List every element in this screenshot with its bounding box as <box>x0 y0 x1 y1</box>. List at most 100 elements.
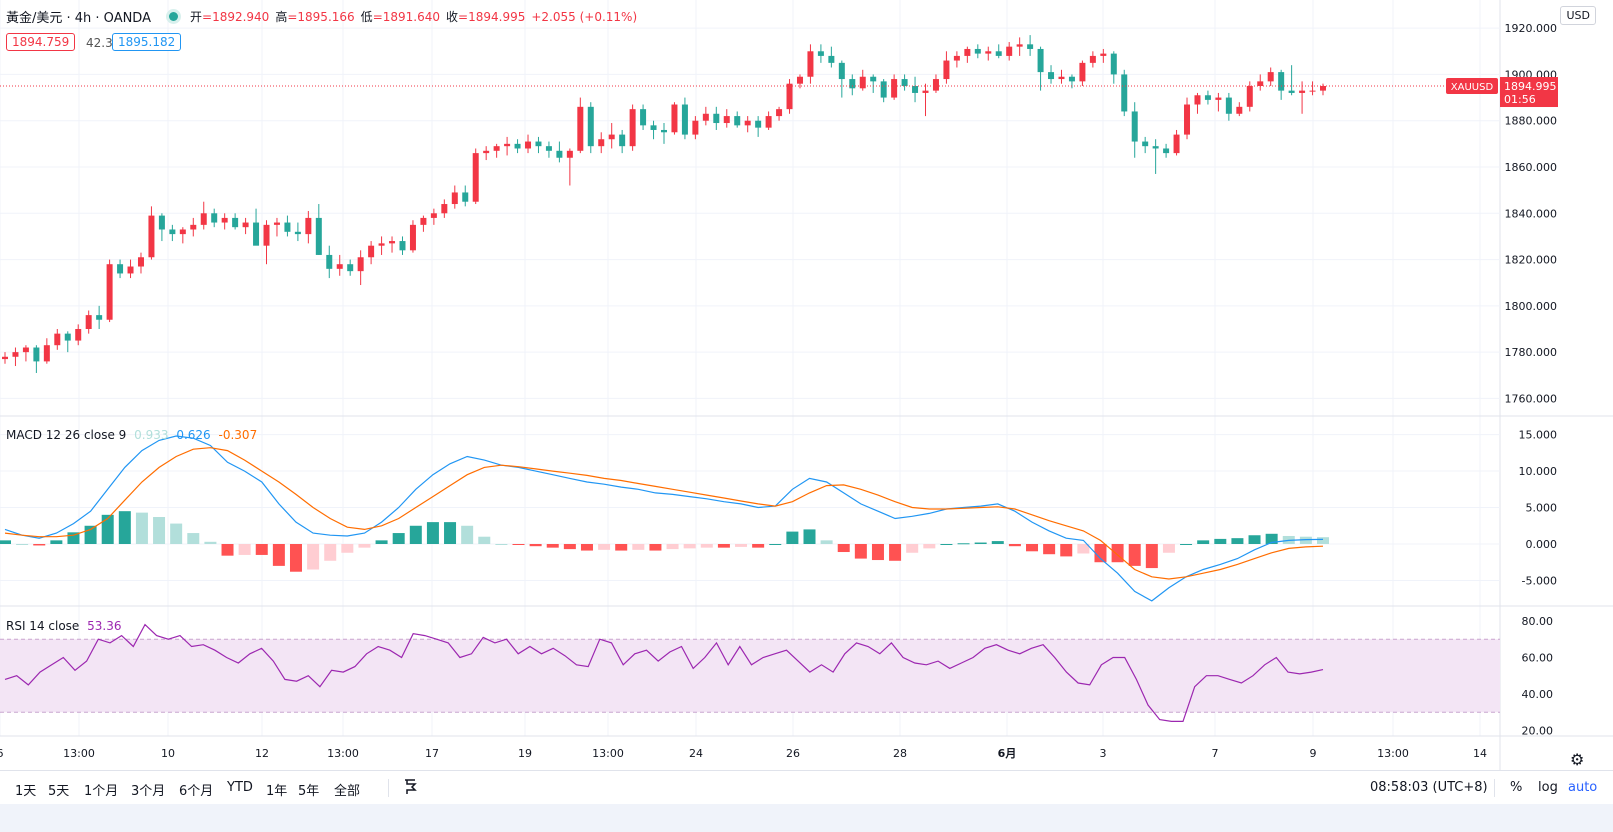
bottom-toolbar: 1天 5天 1个月 3个月 6个月 YTD 1年 5年 全部 08:58:03 … <box>0 770 1613 805</box>
footer-panel <box>0 804 1613 832</box>
candle-body <box>284 222 291 232</box>
candle-body <box>796 76 803 84</box>
range-6m[interactable]: 6个月 <box>179 784 214 799</box>
rsi-tick-label: 20.00 <box>1522 725 1554 738</box>
candle-body <box>932 79 939 91</box>
candle-body <box>85 315 92 329</box>
range-5y[interactable]: 5年 <box>298 784 320 799</box>
time-axis-label: 17 <box>425 747 439 760</box>
macd-histogram-bar <box>358 544 371 548</box>
macd-histogram-bar <box>187 533 200 544</box>
time-axis-label: 6月 <box>998 747 1017 760</box>
candle-body <box>472 153 479 202</box>
macd-histogram-bar <box>649 544 662 551</box>
candle-body <box>734 116 741 126</box>
macd-histogram-bar <box>170 523 183 544</box>
auto-toggle[interactable]: auto <box>1568 780 1598 795</box>
range-1m[interactable]: 1个月 <box>84 784 119 799</box>
macd-histogram-bar <box>735 544 748 547</box>
candle-body <box>378 243 385 246</box>
spread-value: 42.3 <box>81 35 118 51</box>
range-5d[interactable]: 5天 <box>48 784 70 799</box>
candle-body <box>1278 72 1285 91</box>
time-axis-label: 13:00 <box>592 747 624 760</box>
macd-hist-value: 0.933 <box>134 428 169 442</box>
candle-body <box>1058 76 1065 80</box>
candle-body <box>221 217 228 223</box>
clock-timezone[interactable]: 08:58:03 (UTC+8) <box>1370 780 1488 795</box>
settings-gear-icon[interactable]: ⚙ <box>1570 750 1585 769</box>
candle-body <box>357 257 364 272</box>
candle-body <box>1100 53 1107 56</box>
log-toggle[interactable]: log <box>1538 780 1558 795</box>
range-3m[interactable]: 3个月 <box>131 784 166 799</box>
candle-body <box>347 264 354 272</box>
macd-histogram-bar <box>906 544 919 553</box>
macd-histogram-bar <box>940 544 953 545</box>
macd-histogram-bar <box>1231 538 1244 544</box>
macd-histogram-bar <box>135 512 148 544</box>
macd-histogram-bar <box>392 533 405 544</box>
macd-histogram-bar <box>33 544 46 546</box>
candle-body <box>870 76 877 82</box>
macd-histogram-bar <box>255 544 268 555</box>
price-tick-label: 1820.000 <box>1505 254 1558 267</box>
time-axis-label: 26 <box>786 747 800 760</box>
price-tick-label: 1760.000 <box>1505 392 1558 405</box>
rsi-legend[interactable]: RSI 14 close 53.36 <box>6 619 126 633</box>
macd-histogram-bar <box>1043 544 1056 555</box>
candle-body <box>43 345 50 362</box>
macd-histogram-bar <box>1094 544 1107 563</box>
macd-histogram-bar <box>1180 544 1193 545</box>
macd-histogram-bar <box>50 540 63 544</box>
candle-body <box>441 204 448 214</box>
candle-body <box>943 60 950 80</box>
candle-body <box>1121 74 1128 112</box>
time-axis-label: 14 <box>1473 747 1487 760</box>
candle-body <box>640 109 647 126</box>
macd-histogram-bar <box>615 544 628 551</box>
candle-body <box>242 222 249 228</box>
macd-histogram-bar <box>272 544 285 566</box>
candle-body <box>117 264 124 274</box>
candle-body <box>556 150 563 158</box>
macd-histogram-bar <box>1026 544 1039 552</box>
candle-body <box>1257 81 1264 86</box>
candle-body <box>587 106 594 147</box>
sell-price-button[interactable]: 1894.759 <box>6 33 76 51</box>
candle-body <box>953 55 960 61</box>
candle-body <box>22 347 29 353</box>
price-tick-label: 1920.000 <box>1505 22 1558 35</box>
time-axis-label: 12 <box>255 747 269 760</box>
range-1d[interactable]: 1天 <box>15 784 37 799</box>
macd-histogram-bar <box>632 544 645 550</box>
buy-price-button[interactable]: 1895.182 <box>112 33 182 51</box>
range-ytd[interactable]: YTD <box>227 780 253 795</box>
time-axis-label: 3 <box>1100 747 1107 760</box>
macd-legend[interactable]: MACD 12 26 close 9 0.933 0.626 -0.307 <box>6 428 261 442</box>
candle-body <box>1089 55 1096 63</box>
candle-body <box>1204 95 1211 100</box>
signal-line <box>4 447 1324 580</box>
percent-toggle[interactable]: % <box>1510 780 1523 795</box>
candle-body <box>211 213 218 223</box>
macd-histogram-bar <box>495 544 508 545</box>
ticker-tag-label: XAUUSD <box>1451 82 1494 93</box>
range-all[interactable]: 全部 <box>334 784 361 799</box>
candle-body <box>315 217 322 255</box>
candle-body <box>158 215 165 230</box>
goto-date-icon[interactable] <box>403 778 419 796</box>
range-1y[interactable]: 1年 <box>266 784 288 799</box>
macd-histogram-bar <box>409 525 422 544</box>
symbol-title[interactable]: 黃金/美元 · 4h · OANDA <box>6 11 151 26</box>
candle-body <box>692 120 699 135</box>
candle-body <box>179 229 186 235</box>
currency-button[interactable]: USD <box>1560 6 1596 25</box>
countdown-label: 01:56 <box>1504 93 1536 106</box>
candle-body <box>619 134 626 147</box>
macd-histogram-bar <box>512 544 525 545</box>
candle-body <box>1173 134 1180 154</box>
macd-histogram-bar <box>1077 544 1090 554</box>
macd-histogram-bar <box>769 544 782 545</box>
